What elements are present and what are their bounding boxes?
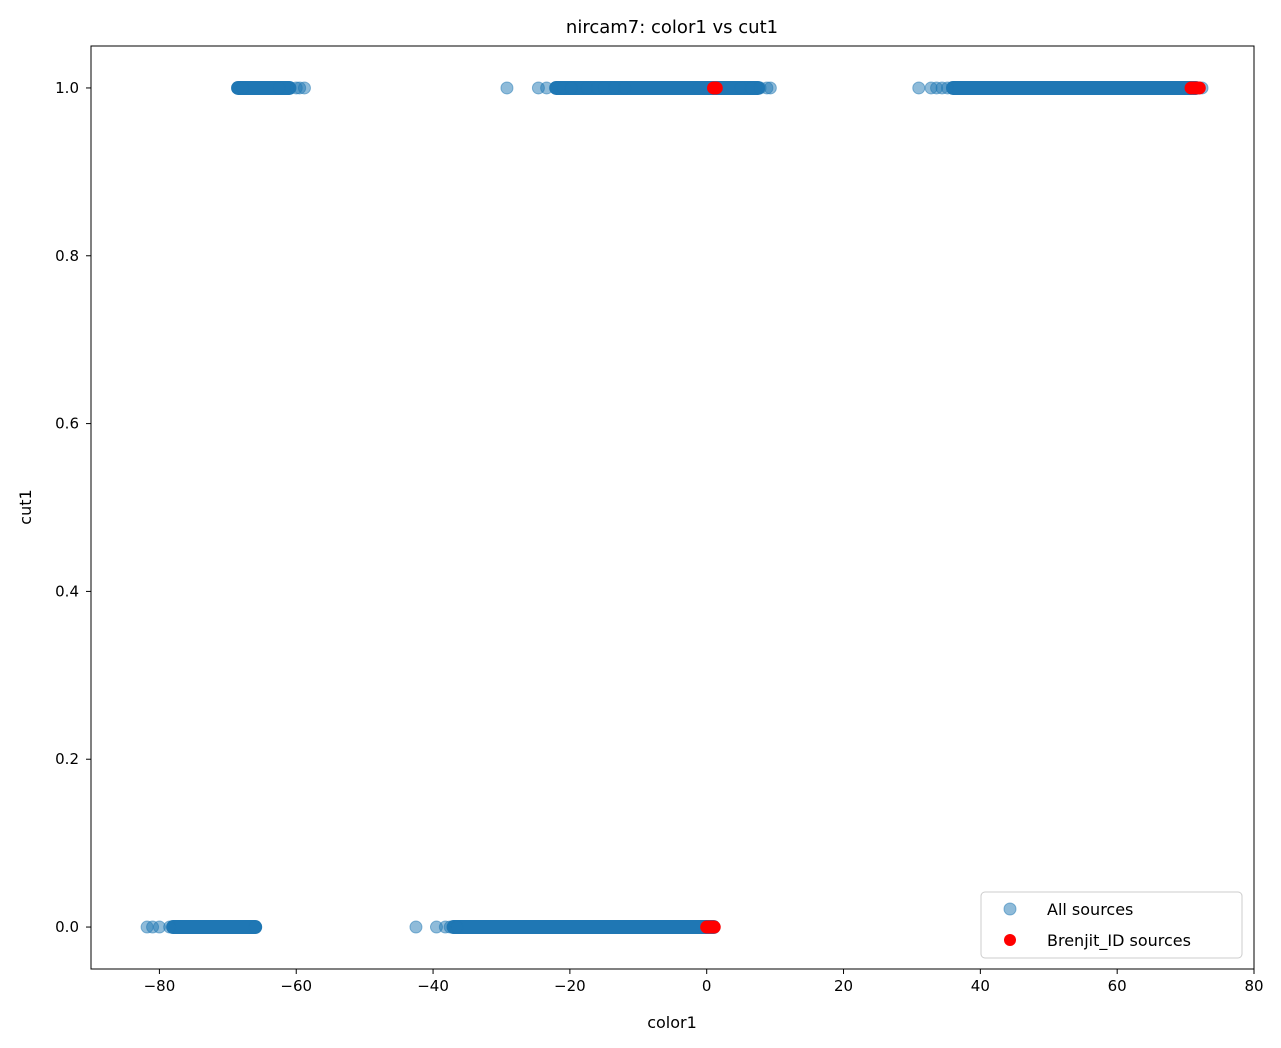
data-point xyxy=(297,81,311,95)
y-tick-label: 0.0 xyxy=(55,918,79,936)
legend-label-all-sources: All sources xyxy=(1047,900,1133,919)
data-point xyxy=(272,81,286,95)
x-axis-label: color1 xyxy=(647,1013,697,1032)
data-point xyxy=(941,81,955,95)
legend-label-brenjit-sources: Brenjit_ID sources xyxy=(1047,931,1191,951)
y-tick-label: 0.4 xyxy=(55,582,79,600)
data-point xyxy=(500,81,514,95)
legend-marker-brenjit-sources xyxy=(1004,934,1016,946)
legend: All sources Brenjit_ID sources xyxy=(980,891,1243,959)
y-tick-label: 0.8 xyxy=(55,247,79,265)
y-axis: 0.0 0.2 0.4 0.6 0.8 1.0 xyxy=(55,79,91,936)
y-tick-label: 0.6 xyxy=(55,415,79,433)
x-tick-label: 80 xyxy=(1244,977,1263,995)
x-tick-label: −20 xyxy=(554,977,586,995)
x-tick-label: 20 xyxy=(834,977,853,995)
y-tick-label: 0.2 xyxy=(55,750,79,768)
legend-box xyxy=(980,891,1243,959)
y-axis-label: cut1 xyxy=(16,489,35,524)
plot-background xyxy=(91,46,1254,969)
data-point xyxy=(248,920,262,934)
plot-frame xyxy=(90,45,1255,970)
x-tick-label: −80 xyxy=(144,977,176,995)
data-point xyxy=(236,81,250,95)
points-layer xyxy=(140,80,1209,935)
x-tick-label: −60 xyxy=(280,977,312,995)
data-point xyxy=(409,920,423,934)
x-tick-label: 60 xyxy=(1108,977,1127,995)
chart-title: nircam7: color1 vs cut1 xyxy=(566,17,778,38)
data-point xyxy=(707,920,721,934)
data-point xyxy=(450,920,464,934)
data-point xyxy=(763,81,777,95)
plot-area xyxy=(91,46,1254,969)
x-tick-label: 40 xyxy=(971,977,990,995)
data-point xyxy=(564,81,578,95)
x-tick-label: −40 xyxy=(417,977,449,995)
x-axis: −80 −60 −40 −20 0 20 40 60 80 xyxy=(144,969,1264,995)
data-point xyxy=(163,920,177,934)
y-tick-label: 1.0 xyxy=(55,79,79,97)
data-point xyxy=(709,81,723,95)
data-point xyxy=(1192,81,1206,95)
data-point xyxy=(618,81,632,95)
data-point xyxy=(912,81,926,95)
series-brenjit-sources xyxy=(700,81,1206,934)
legend-marker-all-sources xyxy=(1003,902,1017,916)
x-tick-label: 0 xyxy=(702,977,712,995)
